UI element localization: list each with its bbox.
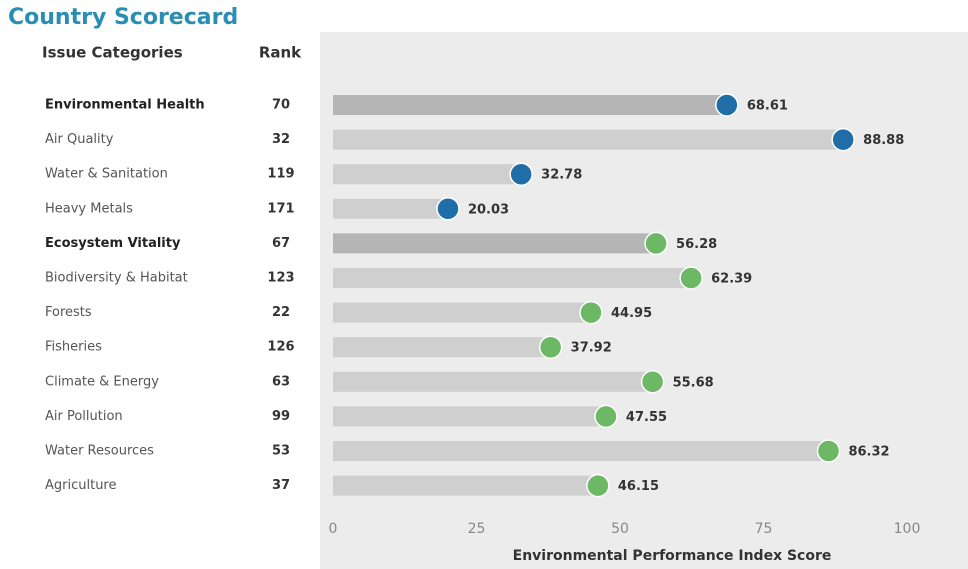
x-tick-label: 100 xyxy=(894,521,921,537)
x-tick-label: 50 xyxy=(611,521,629,537)
bar xyxy=(333,371,653,392)
value-label: 37.92 xyxy=(571,341,612,356)
dot xyxy=(644,231,668,256)
chart-title: Country Scorecard xyxy=(8,5,238,30)
value-label: 44.95 xyxy=(611,306,652,321)
category-label: Environmental Health xyxy=(45,98,205,113)
value-label: 47.55 xyxy=(626,410,667,425)
bar xyxy=(333,441,829,461)
value-label: 55.68 xyxy=(673,375,714,390)
bar xyxy=(333,406,606,427)
bar xyxy=(333,129,844,150)
bar xyxy=(333,268,692,288)
rank: 63 xyxy=(272,374,290,389)
value-label: 88.88 xyxy=(863,133,904,148)
column-header: Issue Categories xyxy=(42,44,183,62)
dot xyxy=(594,404,618,429)
rank: 119 xyxy=(267,167,294,182)
dot xyxy=(586,473,610,498)
category-label: Fisheries xyxy=(45,340,102,355)
category-label: Climate & Energy xyxy=(45,374,159,389)
value-label: 56.28 xyxy=(676,237,717,252)
rank: 70 xyxy=(272,98,290,113)
rank: 126 xyxy=(267,340,294,355)
dot xyxy=(715,93,739,117)
rank: 171 xyxy=(267,201,294,216)
dot xyxy=(640,370,665,394)
value-label: 32.78 xyxy=(541,168,582,183)
category-label: Air Quality xyxy=(45,132,114,147)
rank: 67 xyxy=(272,236,290,251)
rank: 123 xyxy=(267,271,294,286)
value-label: 68.61 xyxy=(747,99,788,114)
dot xyxy=(831,127,855,152)
x-tick-label: 75 xyxy=(755,521,773,537)
value-label: 20.03 xyxy=(468,202,509,217)
rank: 22 xyxy=(272,305,290,320)
value-label: 86.32 xyxy=(848,445,889,460)
category-label: Ecosystem Vitality xyxy=(45,236,181,251)
category-label: Agriculture xyxy=(45,478,117,493)
category-label: Air Pollution xyxy=(45,409,123,424)
rank: 32 xyxy=(272,132,290,147)
bar xyxy=(333,475,598,496)
dot xyxy=(509,162,533,186)
bar xyxy=(333,302,592,323)
bar xyxy=(333,95,727,115)
dot xyxy=(579,300,603,325)
column-header: Rank xyxy=(259,44,302,62)
rank: 37 xyxy=(272,478,290,493)
x-tick-label: 25 xyxy=(468,521,486,537)
value-label: 46.15 xyxy=(618,479,659,494)
category-label: Heavy Metals xyxy=(45,201,133,216)
bar xyxy=(333,337,551,358)
dot xyxy=(816,439,841,463)
x-tick-label: 0 xyxy=(329,521,338,537)
rank: 99 xyxy=(272,409,290,424)
dot xyxy=(538,335,563,359)
value-label: 62.39 xyxy=(711,272,752,287)
x-axis-label: Environmental Performance Index Score xyxy=(513,548,832,564)
bar xyxy=(333,164,522,185)
category-label: Water & Sanitation xyxy=(45,167,168,182)
category-label: Biodiversity & Habitat xyxy=(45,271,188,286)
dot xyxy=(679,266,703,290)
rank: 53 xyxy=(272,444,290,459)
category-label: Forests xyxy=(45,305,92,320)
bar xyxy=(333,198,448,219)
category-label: Water Resources xyxy=(45,444,154,459)
dot xyxy=(436,197,460,221)
bar xyxy=(333,233,657,254)
